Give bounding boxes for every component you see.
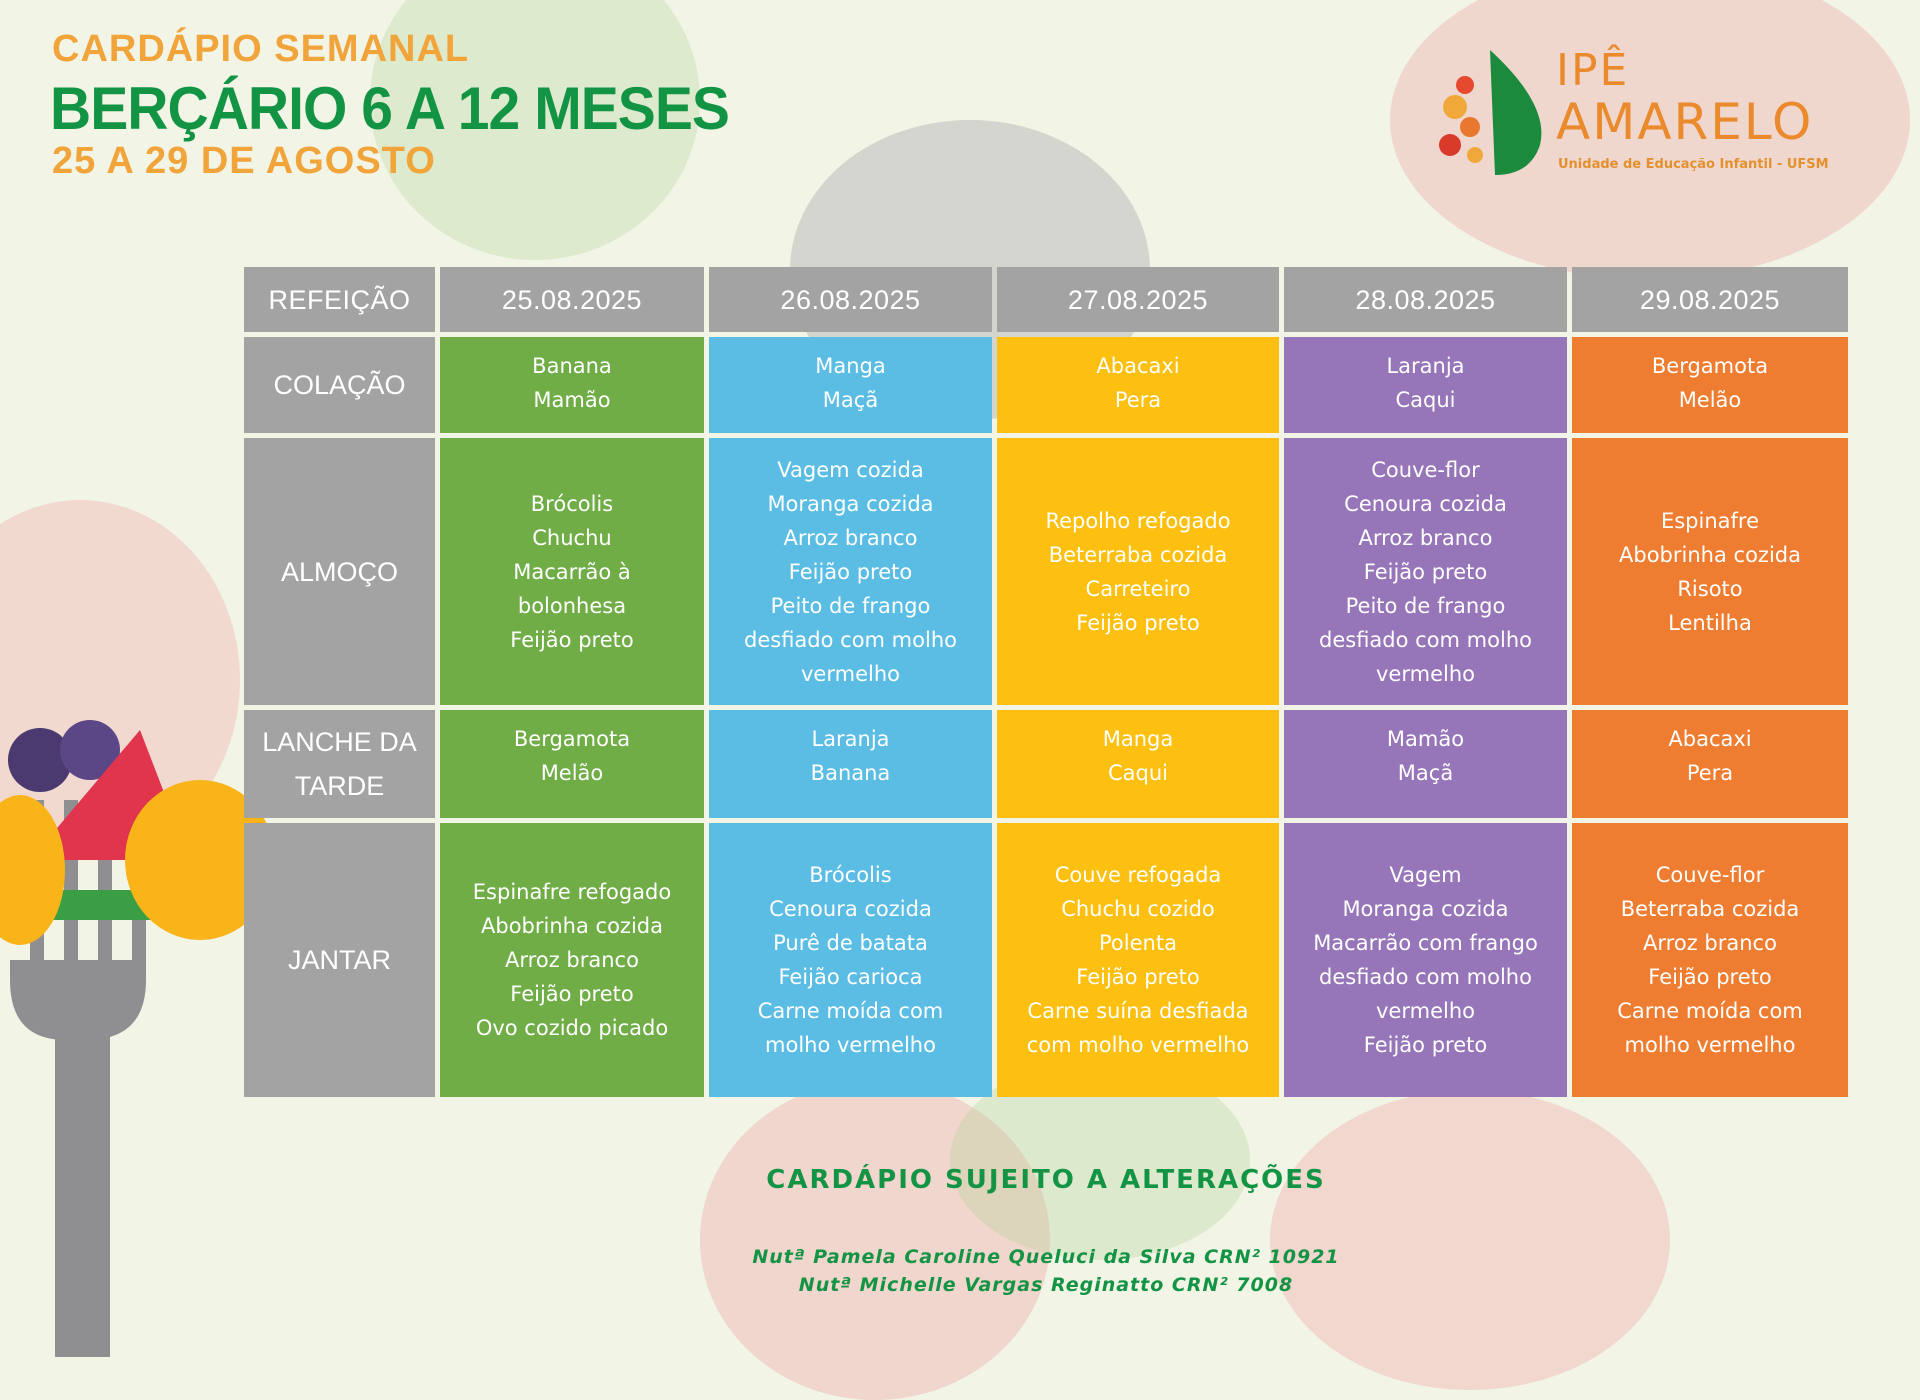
menu-cell: Couve refogada Chuchu cozido Polenta Fei…	[997, 823, 1279, 1097]
bg-fruit	[370, 0, 700, 260]
meal-label: LANCHE DA TARDE	[244, 710, 435, 818]
menu-cell: Manga Maçã	[709, 337, 992, 433]
menu-cell: Bergamota Melão	[1572, 337, 1848, 433]
header-date: 28.08.2025	[1284, 267, 1567, 332]
fork-with-fruit-illustration	[0, 720, 275, 1357]
subject-to-change-notice: CARDÁPIO SUJEITO A ALTERAÇÕES	[766, 1165, 1326, 1195]
page-title: BERÇÁRIO 6 A 12 MESES	[50, 75, 730, 142]
menu-cell: Laranja Caqui	[1284, 337, 1567, 433]
menu-cell: Espinafre refogado Abobrinha cozida Arro…	[440, 823, 704, 1097]
nutritionist-credit: Nutª Michelle Vargas Reginatto CRN² 7008	[798, 1274, 1294, 1296]
menu-type-title: CARDÁPIO SEMANAL	[52, 28, 470, 70]
header-meal: REFEIÇÃO	[244, 267, 435, 332]
logo-subtitle: Unidade de Educação Infantil - UFSM	[1558, 157, 1829, 172]
header-date: 29.08.2025	[1572, 267, 1848, 332]
menu-cell: Banana Mamão	[440, 337, 704, 433]
menu-cell: Manga Caqui	[997, 710, 1279, 818]
menu-cell: Bergamota Melão	[440, 710, 704, 818]
menu-cell: Espinafre Abobrinha cozida Risoto Lentil…	[1572, 438, 1848, 705]
menu-cell: Brócolis Cenoura cozida Purê de batata F…	[709, 823, 992, 1097]
header-date: 27.08.2025	[997, 267, 1279, 332]
menu-cell: Repolho refogado Beterraba cozida Carret…	[997, 438, 1279, 705]
bg-fruit	[1270, 1090, 1670, 1390]
menu-cell: Laranja Banana	[709, 710, 992, 818]
menu-cell: Brócolis Chuchu Macarrão à bolonhesa Fei…	[440, 438, 704, 705]
menu-cell: Couve-flor Beterraba cozida Arroz branco…	[1572, 823, 1848, 1097]
logo-line1: IPÊ	[1556, 45, 1630, 96]
menu-cell: Vagem Moranga cozida Macarrão com frango…	[1284, 823, 1567, 1097]
menu-cell: Couve-flor Cenoura cozida Arroz branco F…	[1284, 438, 1567, 705]
logo-line2: AMARELO	[1556, 93, 1814, 151]
logo: IPÊ AMARELO Unidade de Educação Infantil…	[1430, 45, 1850, 185]
date-range: 25 A 29 DE AGOSTO	[52, 140, 436, 182]
header-date: 26.08.2025	[709, 267, 992, 332]
leaf-logo-icon	[1439, 50, 1542, 175]
meal-label: ALMOÇO	[244, 438, 435, 705]
menu-cell: Abacaxi Pera	[997, 337, 1279, 433]
bg-fruit	[700, 1080, 1050, 1400]
meal-label: JANTAR	[244, 823, 435, 1097]
bg-fruit	[1390, 0, 1910, 280]
menu-cell: Abacaxi Pera	[1572, 710, 1848, 818]
menu-cell: Vagem cozida Moranga cozida Arroz branco…	[709, 438, 992, 705]
nutritionist-credit: Nutª Pamela Caroline Queluci da Silva CR…	[752, 1246, 1340, 1268]
menu-table: REFEIÇÃO 25.08.2025 26.08.2025 27.08.202…	[244, 267, 1848, 1097]
menu-cell: Mamão Maçã	[1284, 710, 1567, 818]
header-date: 25.08.2025	[440, 267, 704, 332]
meal-label: COLAÇÃO	[244, 337, 435, 433]
